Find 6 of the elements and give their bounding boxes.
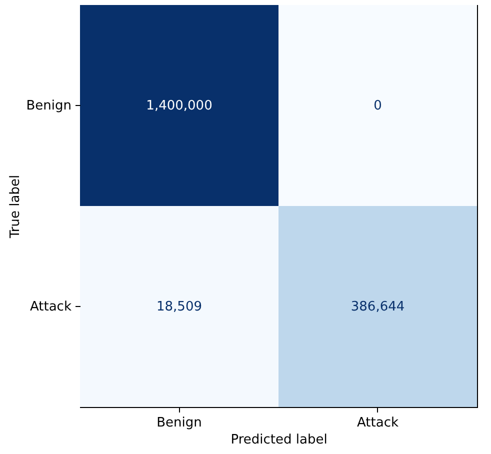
x-axis-title: Predicted label	[230, 432, 328, 448]
data-label: 386,644	[350, 300, 405, 314]
data-label: 1,400,000	[146, 98, 212, 114]
data-label: 0	[374, 98, 382, 114]
data-label: 18,509	[156, 300, 202, 314]
y-axis-title: True label	[8, 174, 24, 240]
